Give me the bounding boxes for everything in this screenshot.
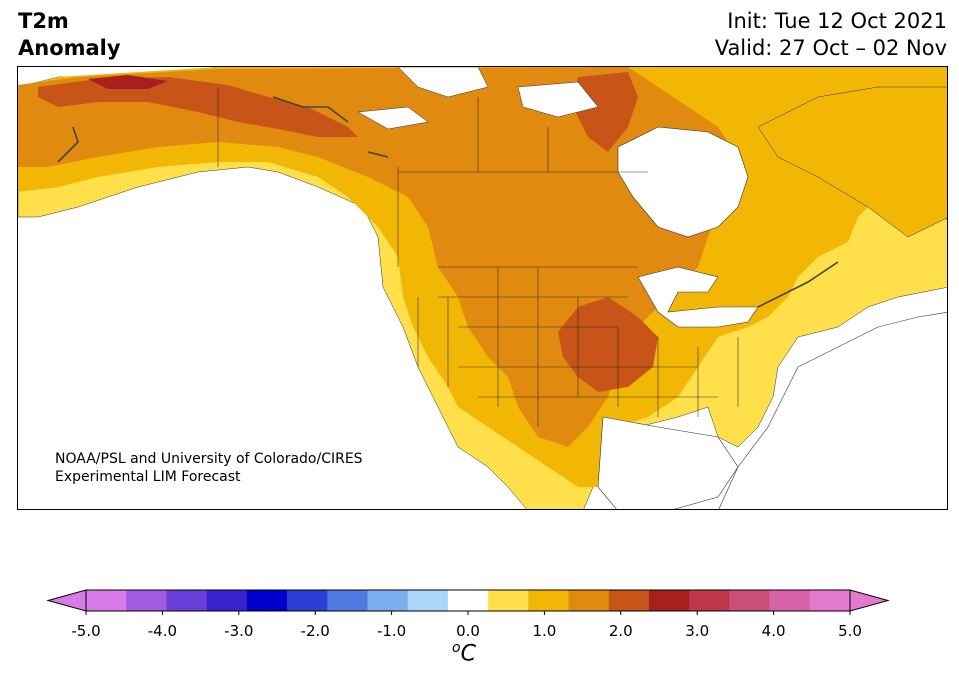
credit-line2: Experimental LIM Forecast (55, 469, 241, 485)
colorbar-segment (126, 590, 167, 611)
colorbar-unit: oC (452, 640, 476, 666)
title-anomaly: Anomaly (18, 36, 121, 60)
colorbar-segment (488, 590, 529, 611)
arctic-water-2 (517, 81, 599, 118)
colorbar-under-arrow (46, 589, 87, 612)
hudson-bay (617, 126, 749, 238)
colorbar-segment (809, 590, 851, 611)
anomaly-2-2.5 (38, 77, 358, 137)
colorbar-tick-label: -5.0 (71, 622, 101, 640)
political-boundaries (217, 87, 739, 427)
colorbar-tick-label: 3.0 (685, 622, 710, 640)
colorbar-segment (206, 590, 248, 611)
colorbar-segment (166, 590, 208, 611)
colorbar-segment (608, 590, 650, 611)
anomaly-2.5-3 (88, 75, 168, 89)
arctic-water-3 (357, 106, 429, 130)
colorbar-segment (689, 590, 730, 611)
gulf-of-mexico (597, 416, 739, 509)
unit-letter: C (460, 641, 476, 667)
valid-dates: Valid: 27 Oct – 02 Nov (714, 36, 947, 60)
colorbar-segment (367, 590, 409, 611)
colorbar-tick-label: 1.0 (532, 622, 557, 640)
init-date: Init: Tue 12 Oct 2021 (727, 9, 947, 33)
colorbar-segment (287, 590, 328, 611)
map-title: T2m Anomaly (18, 8, 121, 62)
great-lakes (637, 266, 759, 328)
colorbar-segment (246, 590, 288, 611)
colorbar-ticks: -5.0 -4.0 -3.0 -2.0 -1.0 0.0 1.0 2.0 3.0 4.0 5.0 (0, 622, 959, 642)
colorbar (46, 589, 890, 615)
colorbar-tick-label: 2.0 (608, 622, 633, 640)
colorbar-tick-label: -1.0 (376, 622, 407, 640)
rivers-lakes (57, 96, 839, 308)
anomaly-2-2.5-hudson (573, 72, 638, 152)
colorbar-segment (447, 590, 489, 611)
greenland (757, 86, 947, 238)
anomaly-1.5-2 (18, 67, 738, 447)
colorbar-segment (86, 590, 127, 611)
colorbar-tick-label: 5.0 (838, 622, 862, 640)
arctic-water (397, 67, 489, 98)
colorbar-tick-label: 4.0 (761, 622, 786, 640)
atlantic (718, 312, 947, 509)
credit-text: NOAA/PSL and University of Colorado/CIRE… (55, 450, 363, 486)
colorbar-segment (568, 590, 610, 611)
anomaly-map (17, 66, 948, 510)
colorbar-segment (769, 590, 811, 611)
colorbar-tick-label: -4.0 (147, 622, 178, 640)
credit-line1: NOAA/PSL and University of Colorado/CIRE… (55, 451, 363, 467)
title-variable: T2m (18, 9, 69, 33)
degree-sup: o (452, 640, 461, 656)
colorbar-tick-label: 0.0 (456, 622, 480, 640)
forecast-dates: Init: Tue 12 Oct 2021 Valid: 27 Oct – 02… (715, 8, 947, 62)
colorbar-segment (327, 590, 368, 611)
colorbar-tick-label: -3.0 (224, 622, 254, 640)
colorbar-segment (729, 590, 771, 611)
colorbar-segment (648, 590, 690, 611)
colorbar-tick-label: -2.0 (300, 622, 330, 640)
map-canvas (18, 67, 947, 509)
colorbar-over-arrow (849, 589, 890, 612)
colorbar-segment (407, 590, 449, 611)
anomaly-2-2.5-central (558, 297, 658, 392)
colorbar-segment (528, 590, 570, 611)
